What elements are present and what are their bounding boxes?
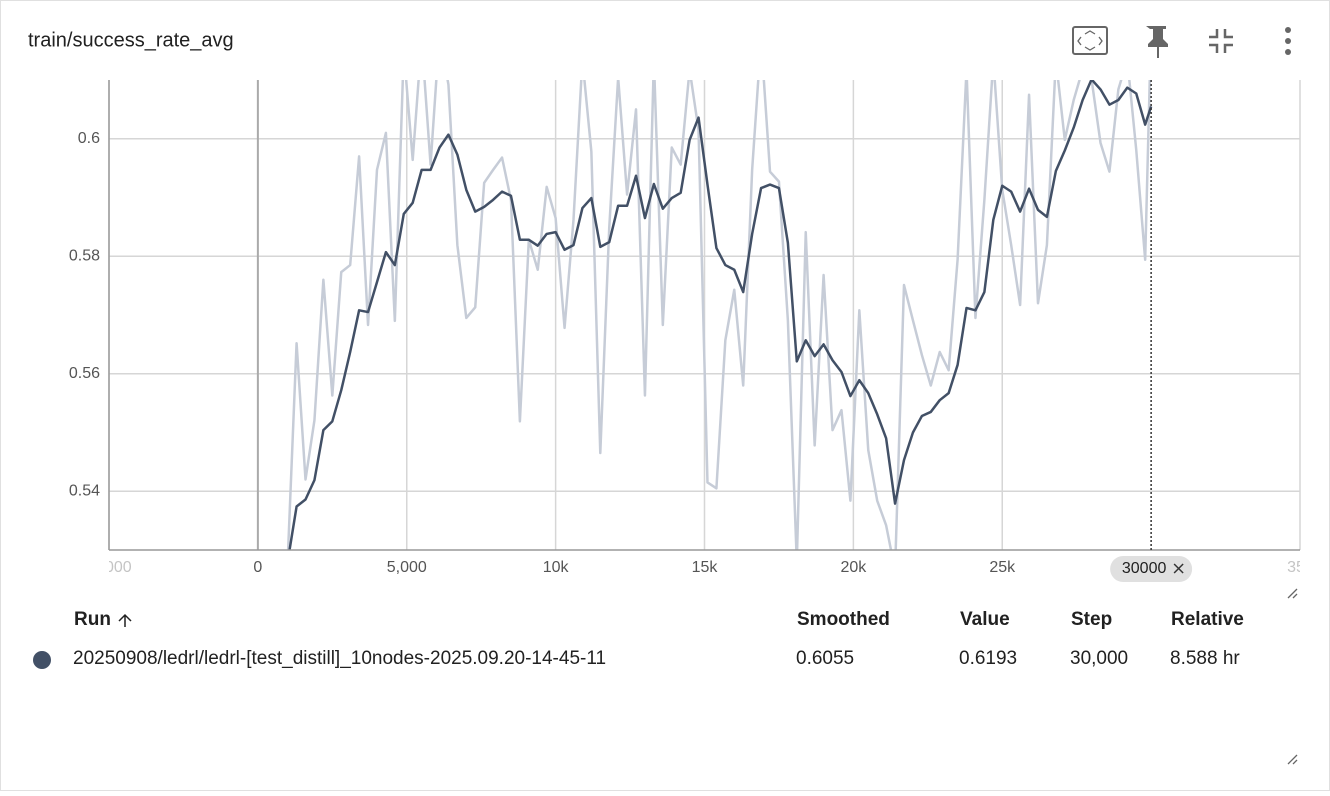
cursor-label-bg bbox=[1110, 556, 1193, 582]
series-line bbox=[286, 80, 1151, 550]
x-ticks: -5,000 0 5,000 10k 15k 20k 25k 35k bbox=[86, 559, 1314, 576]
table-cell: 0.6193 bbox=[959, 648, 1017, 669]
x-tick-label: 15k bbox=[692, 559, 719, 576]
y-ticks: 0.54 0.56 0.58 0.6 bbox=[69, 130, 100, 500]
table-header: Step bbox=[1071, 609, 1112, 630]
y-tick-label: 0.58 bbox=[69, 247, 100, 264]
cursor: 30000 bbox=[1110, 80, 1193, 582]
table-header: Relative bbox=[1171, 609, 1244, 630]
collapse-button[interactable] bbox=[1209, 29, 1233, 53]
y-tick-label: 0.54 bbox=[69, 482, 100, 499]
cursor-close-icon bbox=[1173, 563, 1184, 574]
sort-arrow bbox=[118, 613, 132, 627]
run-table: Run Smoothed Value Step Relative 20250908/led… bbox=[33, 609, 1244, 669]
table-cell: 30,000 bbox=[1070, 648, 1128, 669]
table-header: Value bbox=[960, 609, 1010, 630]
table-cell: 20250908/ledrl/ledrl-[test_distill]_10no… bbox=[73, 648, 606, 669]
pin-button[interactable] bbox=[1146, 26, 1168, 58]
more-menu-button[interactable] bbox=[1285, 27, 1291, 55]
table-header: Smoothed bbox=[797, 609, 890, 630]
series-line bbox=[288, 80, 1153, 550]
table-header: Run bbox=[74, 609, 111, 630]
x-tick-label: -5,000 bbox=[86, 559, 131, 576]
fit-domain-button[interactable] bbox=[1072, 26, 1108, 55]
run-color-dot bbox=[33, 651, 51, 669]
y-tick-label: 0.6 bbox=[78, 130, 100, 147]
resize-handle bbox=[1287, 754, 1298, 765]
plot-area bbox=[286, 80, 1153, 550]
x-tick-label: 5,000 bbox=[387, 559, 427, 576]
table-cell: 0.6055 bbox=[796, 648, 854, 669]
table-cell: 8.588 hr bbox=[1170, 648, 1240, 669]
x-tick-label: 0 bbox=[253, 559, 262, 576]
chart-title: train/success_rate_avg bbox=[28, 29, 234, 51]
x-tick-label: 25k bbox=[989, 559, 1016, 576]
x-tick-label: 35k bbox=[1287, 559, 1314, 576]
resize-handle bbox=[1287, 588, 1298, 599]
x-tick-label: 20k bbox=[840, 559, 867, 576]
cursor-label: 30000 bbox=[1122, 560, 1167, 577]
y-tick-label: 0.56 bbox=[69, 365, 100, 382]
x-tick-label: 10k bbox=[543, 559, 570, 576]
